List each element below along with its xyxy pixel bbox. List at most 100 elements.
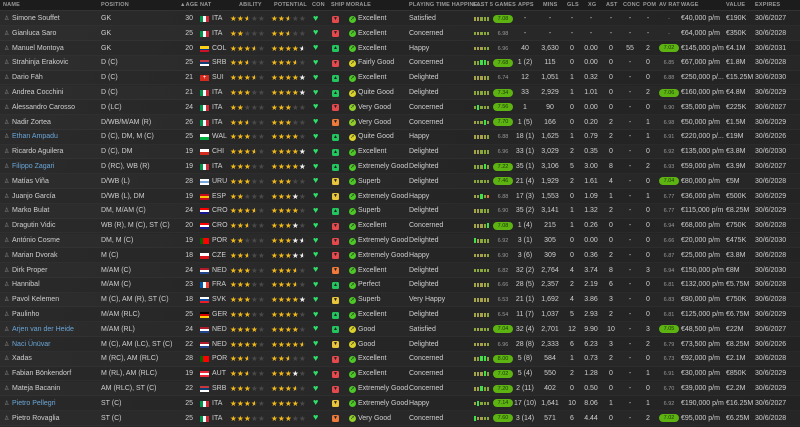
table-row[interactable]: ♙ Arjen van der Heide M/AM (RL) 24 NED ★ ★ ★ ★ ★ ★… [0,322,800,337]
col-conc[interactable]: CONC [623,2,640,8]
col-mins[interactable]: MINS [543,2,558,8]
star-icon: ★ ★ [237,221,244,231]
player-name[interactable]: Naci Ünüvar [12,340,51,348]
table-row[interactable]: ♙ Filippo Zagari D (RC), WB (R) 19 ITA ★ ★ ★ ★ ★ ★… [0,160,800,175]
player-name[interactable]: Pietro Pellegri [12,399,56,407]
table-row[interactable]: ♙ Andrea Cocchini D (C) 21 ITA ★ ★ ★ ★ ★ ★ ★ ★ ★ ★ ★ ★ ★ ★… [0,86,800,101]
wage: €25,000 p/m [681,251,720,259]
player-name[interactable]: Matías Viña [12,177,49,185]
table-row[interactable]: ♙ Naci Ünüvar M (C), AM (LC), ST (C) 22 NED ★… [0,337,800,352]
col-con[interactable]: CON [312,2,325,8]
player-name[interactable]: Marko Bulat [12,207,50,215]
player-name[interactable]: Fabian Bönkendorf [12,370,72,378]
col-expires[interactable]: EXPIRES [755,2,781,8]
mins: 3,141 [541,207,559,215]
value: €2.2M [726,385,746,392]
table-row[interactable]: ♙ Dirk Proper M/AM (C) 24 NED ★ ★ ★ ★ ★ ★ ★ ★ ★ ★ ★ ★ ★ ★ ★… [0,263,800,278]
col-age[interactable]: ▲AGE [180,2,199,8]
player-name[interactable]: Paulinho [12,311,40,318]
player-name[interactable]: Ricardo Aguilera [12,148,64,156]
player-name[interactable]: Gianluca Saro [12,29,57,37]
table-row[interactable]: ♙ Gianluca Saro GK 25 ITA ★ ★ ★ ★ ★ ★ ★ ★ ★ ★ ★ ★ ★ ★ ★ ♥ ▼ ➚ E… [0,26,800,41]
star-icon: ★ ★ [292,250,299,260]
table-row[interactable]: ♙ Pietro Pellegri ST (C) 25 ITA ★ ★ ★ ★ ★ ★ ★ ★ ★ ★ ★ ★ ★… [0,396,800,411]
col-name[interactable]: NAME [3,2,20,8]
player-name[interactable]: Marian Dvorak [12,251,58,259]
player-name[interactable]: Alessandro Carosso [12,103,76,111]
table-row[interactable]: ♙ Simone Souffet GK 30 ITA ★ ★ ★ ★ ★ ★ ★ ★ ★ ★ ★ ★ ★ ★ ★ ★ ♥ ▼… [0,12,800,27]
player-name[interactable]: Simone Souffet [12,15,60,22]
player-name[interactable]: Dirk Proper [12,266,48,274]
table-row[interactable]: ♙ Nadir Zortea D/WB/M/AM (R) 26 ITA ★ ★ ★ ★ ★ ★ ★ ★ ★… [0,115,800,130]
table-row[interactable]: ♙ Manuel Montoya GK 20 COL ★ ★ ★ ★ ★ ★ ★ ★ ★ ★ ★ ★ ★ ★ ★ ★ ★ ★… [0,41,800,56]
col-playing-time[interactable]: PLAYING TIME HAPPINE... [409,2,483,8]
table-row[interactable]: ♙ Xadas M (RC), AM (RLC) 28 POR ★ ★ ★ ★ ★ ★ ★ ★ ★ ★ ★ ★ ★… [0,352,800,367]
player-name[interactable]: Dario Fäh [12,74,43,82]
table-row[interactable]: ♙ Pietro Rovaglia ST (C) 25 ITA ★ ★ ★ ★ ★ ★ ★ ★ ★ ★ ★ ★ ★… [0,411,800,426]
table-row[interactable]: ♙ Marian Dvorak M (C) 18 CZE ★ ★ ★ ★ ★ ★ ★ ★ ★ ★ ★ ★ ★ ★ ★ ★… [0,248,800,263]
col-value[interactable]: VALUE [726,2,746,8]
col-ship[interactable]: SHIP [331,2,345,8]
col-morale[interactable]: MORALE [346,2,372,8]
player-name[interactable]: Juanjo García [12,192,56,200]
table-row[interactable]: ♙ Mateja Bacanin AM (RLC), ST (C) 22 SRB ★ ★ ★ ★… [0,382,800,397]
col-ast[interactable]: AST [606,2,618,8]
col-gls[interactable]: GLS [567,2,579,8]
ast: 2 [609,251,613,259]
player-name[interactable]: Pavol Kelemen [12,296,60,304]
col-potential[interactable]: POTENTIAL [274,2,307,8]
col-apps[interactable]: APPS [518,2,534,8]
table-row[interactable]: ♙ Strahinja Erakovic D (C) 25 SRB ★ ★ ★ ★ ★ ★ ★ ★ ★ ★ ★… [0,56,800,71]
table-row[interactable]: ♙ Matías Viña D/WB (L) 28 URU ★ ★ ★ ★ ★ ★ ★ ★ ★ ★ ★ ★ ★ ★ ★… [0,174,800,189]
table-row[interactable]: ♙ António Cosme DM, M (C) 19 POR ★ ★ ★ ★ ★ ★ ★ ★ ★ ★ ★ ★… [0,234,800,249]
player-name[interactable]: Arjen van der Heide [12,325,74,333]
col-avrat[interactable]: AV RAT [659,2,680,8]
col-pom[interactable]: POM [643,2,657,8]
col-wage[interactable]: WAGE [681,2,699,8]
star-icon: ★ ★ [230,221,237,231]
col-last5[interactable]: LAST 5 GAMES [473,2,517,8]
star-icon: ★ ★ [292,221,299,231]
player-name[interactable]: Pietro Rovaglia [12,414,60,422]
col-xg[interactable]: XG [588,2,597,8]
table-row[interactable]: ♙ Ethan Ampadu D (C), DM, M (C) 25 WAL ★ ★ ★ ★ ★ ★… [0,130,800,145]
star-icon: ★ ★ [237,73,244,83]
player-name[interactable]: Ethan Ampadu [12,133,58,141]
mins: 402 [544,385,556,392]
form-bar [480,356,483,362]
player-name[interactable]: Xadas [12,355,32,363]
star-icon: ★ ★ [244,413,251,423]
table-row[interactable]: ♙ Dragutin Vidic WB (R), M (C), ST (C) 20 CR… [0,219,800,234]
player-name[interactable]: Mateja Bacanin [12,385,61,392]
col-ability[interactable]: ABILITY [239,2,262,8]
table-row[interactable]: ♙ Juanjo García D/WB (L), DM 19 ESP ★ ★ ★ ★ ★ ★ ★ ★ ★… [0,189,800,204]
table-row[interactable]: ♙ Fabian Bönkendorf M (RL), AM (RLC) 19 AUT ★… [0,367,800,382]
table-row[interactable]: ♙ Hannibal M/AM (C) 23 FRA ★ ★ ★ ★ ★ ★ ★ ★ ★ ★ ★ ★ ★ ★ ★ ★ ★ ♥… [0,278,800,293]
player-name[interactable]: Nadir Zortea [12,118,51,126]
player-name[interactable]: António Cosme [12,237,60,244]
col-nat[interactable]: NAT [200,2,212,8]
table-row[interactable]: ♙ Pavol Kelemen M (C), AM (R), ST (C) 18 SVK… [0,293,800,308]
playing-time-happiness: Satisfied [409,15,436,22]
table-row[interactable]: ♙ Ricardo Aguilera D (C), DM 19 CHI ★ ★ ★ ★ ★ ★ ★ ★ ★… [0,145,800,160]
star-icon: ★ ★ [292,280,299,290]
table-row[interactable]: ♙ Paulinho M/AM (RLC) 25 GER ★ ★ ★ ★ ★ ★ ★ ★ ★ ★ ★ ★ ★ ★ ★ ★… [0,308,800,323]
player-name[interactable]: Filippo Zagari [12,163,55,170]
table-row[interactable]: ♙ Dario Fäh D (C) 21 + SUI ★ ★ ★ ★ ★ ★ ★ ★ ★ ★ ★ ★ ★ ★ ★ ★ ★ ★ ★… [0,71,800,86]
star-icon: ★ [299,280,306,290]
player-name[interactable]: Andrea Cocchini [12,89,64,96]
table-row[interactable]: ♙ Alessandro Carosso D (LC) 24 ITA ★ ★ ★ ★ ★ ★ ★ ★ ★ ★… [0,100,800,115]
conc: - [628,414,632,422]
wage: €95,000 p/m [681,414,720,422]
table-row[interactable]: ♙ Marko Bulat DM, M/AM (C) 24 CRO ★ ★ ★ ★ ★ ★ ★ ★ ★ ★ ★… [0,204,800,219]
pom: 0 [646,385,650,392]
player-name[interactable]: Manuel Montoya [12,44,64,52]
pom: 0 [646,59,650,67]
player-name[interactable]: Strahinja Erakovic [12,59,69,67]
player-name[interactable]: Hannibal [12,281,40,289]
gls: - [570,29,574,37]
player-name[interactable]: Dragutin Vidic [12,222,56,230]
col-position[interactable]: POSITION [101,2,129,8]
flag-icon [200,223,209,230]
nationality: SRB [212,385,227,392]
